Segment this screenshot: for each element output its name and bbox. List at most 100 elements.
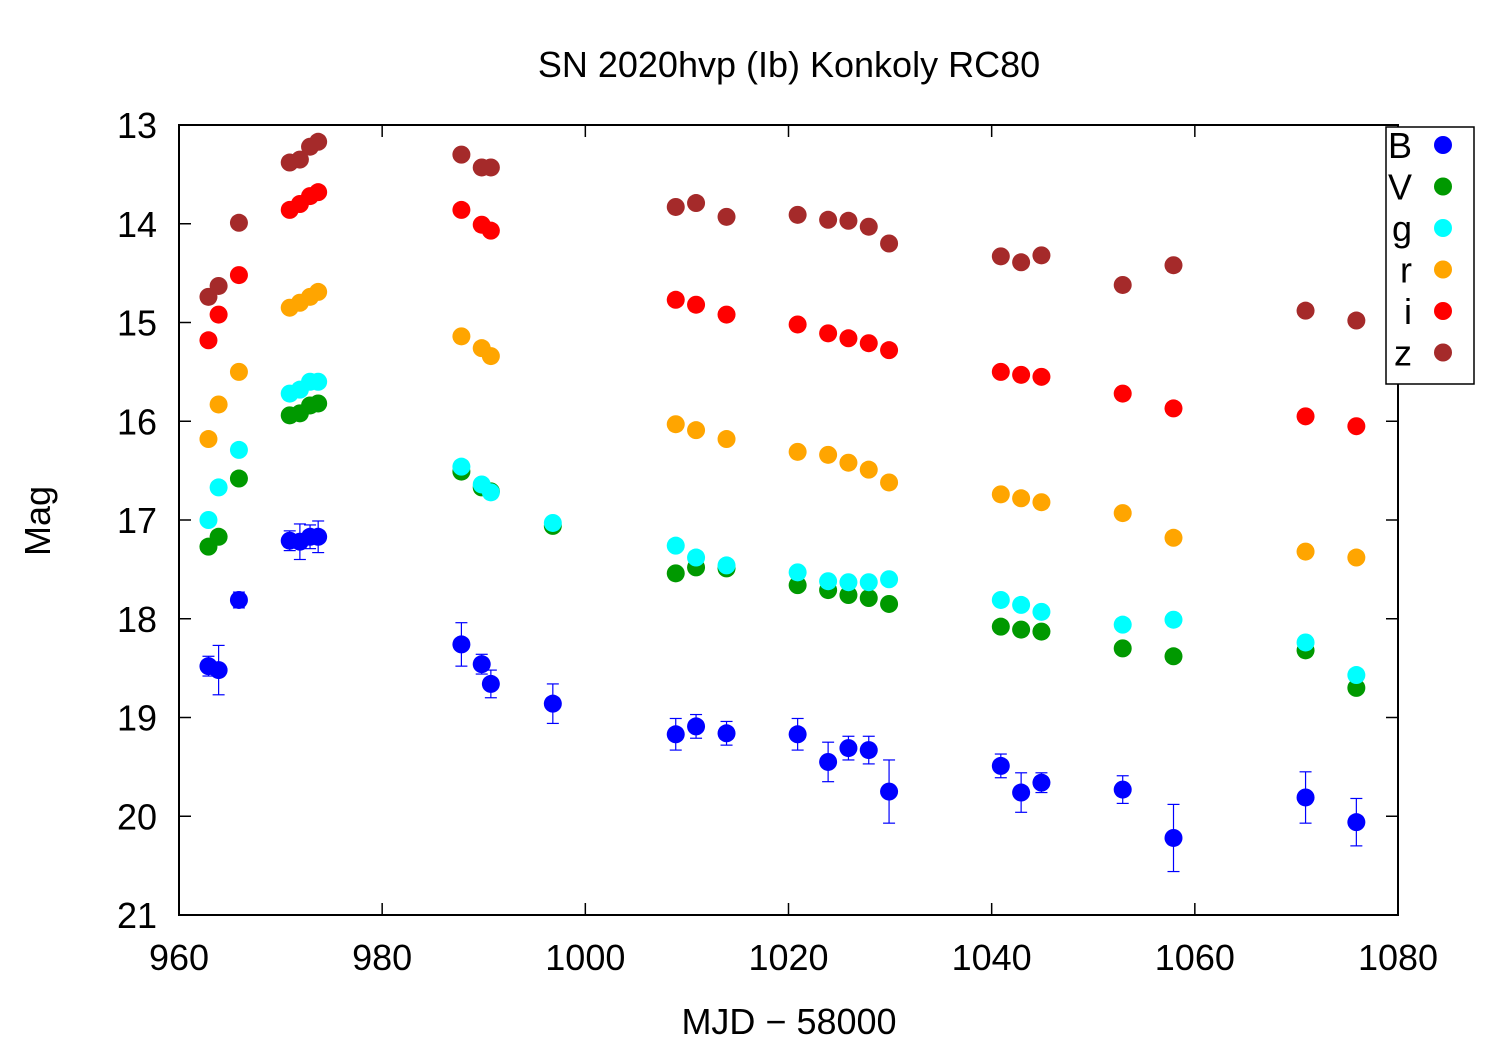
x-tick-label: 960 [149, 937, 209, 978]
legend-marker-V [1434, 177, 1452, 196]
data-point-g [543, 513, 562, 532]
data-point-g [788, 563, 807, 582]
data-point-i [687, 295, 706, 314]
data-point-z [209, 276, 228, 295]
data-point-z [991, 247, 1010, 266]
data-point-z [481, 158, 500, 177]
data-point-i [819, 324, 838, 343]
data-point-B [543, 694, 562, 713]
data-point-V [1032, 622, 1051, 641]
data-point-g [859, 573, 878, 592]
legend-marker-z [1434, 343, 1452, 362]
data-point-B [472, 655, 491, 674]
data-point-g [1296, 633, 1315, 652]
legend-marker-g [1434, 219, 1452, 237]
data-point-r [1012, 489, 1031, 508]
data-point-z [290, 150, 309, 169]
data-point-g [1347, 666, 1366, 685]
data-point-r [717, 430, 736, 449]
chart-title: SN 2020hvp (Ib) Konkoly RC80 [538, 44, 1040, 85]
legend-box [1385, 126, 1475, 385]
data-point-r [1296, 542, 1315, 561]
data-point-r [880, 473, 899, 492]
data-point-z [1296, 301, 1315, 320]
data-point-B [880, 782, 899, 801]
data-point-z [788, 205, 807, 224]
data-point-z [1347, 311, 1366, 330]
data-point-g [991, 590, 1010, 609]
data-point-B [481, 674, 500, 693]
data-points [199, 132, 1366, 847]
data-point-g [309, 372, 328, 391]
data-point-i [880, 341, 899, 360]
data-point-g [209, 478, 228, 497]
data-point-z [229, 213, 248, 232]
data-point-r [687, 421, 706, 440]
error-bars [202, 520, 1363, 873]
legend-label-V: V [1388, 167, 1412, 208]
y-tick-label: 13 [117, 105, 157, 146]
data-point-z [819, 210, 838, 229]
data-point-r [452, 327, 471, 346]
data-point-V [991, 617, 1010, 636]
data-point-g [1164, 610, 1183, 629]
x-tick-label: 1080 [1358, 937, 1438, 978]
y-axis-label: Mag [17, 486, 58, 556]
data-point-r [199, 430, 218, 449]
data-point-z [452, 145, 471, 164]
data-point-i [991, 362, 1010, 381]
data-point-B [687, 717, 706, 736]
data-point-g [481, 483, 500, 502]
y-tick-label: 15 [117, 303, 157, 344]
data-point-V [309, 394, 328, 413]
data-point-V [666, 564, 685, 583]
data-point-i [229, 266, 248, 285]
legend-label-g: g [1392, 208, 1412, 249]
data-point-i [209, 305, 228, 324]
y-tick-label: 19 [117, 698, 157, 739]
data-point-i [788, 315, 807, 334]
data-point-i [1296, 407, 1315, 426]
data-point-i [859, 334, 878, 353]
data-point-g [839, 573, 858, 592]
data-point-i [1347, 417, 1366, 436]
x-tick-label: 1060 [1155, 937, 1235, 978]
data-point-g [1032, 602, 1051, 621]
legend-label-i: i [1404, 291, 1412, 332]
x-tick-label: 1040 [952, 937, 1032, 978]
data-point-i [717, 305, 736, 324]
data-point-B [452, 635, 471, 654]
plot-frame [178, 124, 1399, 916]
y-tick-label: 14 [117, 204, 157, 245]
data-point-g [687, 548, 706, 567]
data-point-V [880, 594, 899, 613]
data-point-B [209, 661, 228, 680]
data-point-i [666, 290, 685, 309]
data-point-z [666, 197, 685, 216]
x-axis-label: MJD − 58000 [681, 1001, 896, 1042]
data-point-g [452, 457, 471, 476]
data-point-i [481, 221, 500, 240]
data-point-r [309, 282, 328, 301]
data-point-g [199, 511, 218, 529]
data-point-B [819, 752, 838, 771]
data-point-g [880, 570, 899, 589]
data-point-i [199, 331, 218, 350]
data-point-g [717, 556, 736, 575]
data-point-B [717, 724, 736, 743]
y-tick-label: 18 [117, 599, 157, 640]
legend-label-r: r [1400, 250, 1412, 291]
x-tick-label: 1000 [545, 937, 625, 978]
data-point-r [1113, 504, 1132, 523]
legend-marker-B [1434, 136, 1452, 154]
data-point-B [1347, 813, 1366, 832]
data-point-r [839, 453, 858, 472]
data-point-i [452, 200, 471, 219]
data-point-V [859, 589, 878, 608]
data-point-B [1012, 783, 1031, 802]
data-point-r [859, 460, 878, 479]
data-point-z [717, 207, 736, 226]
data-point-V [229, 469, 248, 488]
axes: 960 980 1000 1020 1040 1060 1080 13 14 15 16 17 18 19… [117, 105, 1438, 978]
